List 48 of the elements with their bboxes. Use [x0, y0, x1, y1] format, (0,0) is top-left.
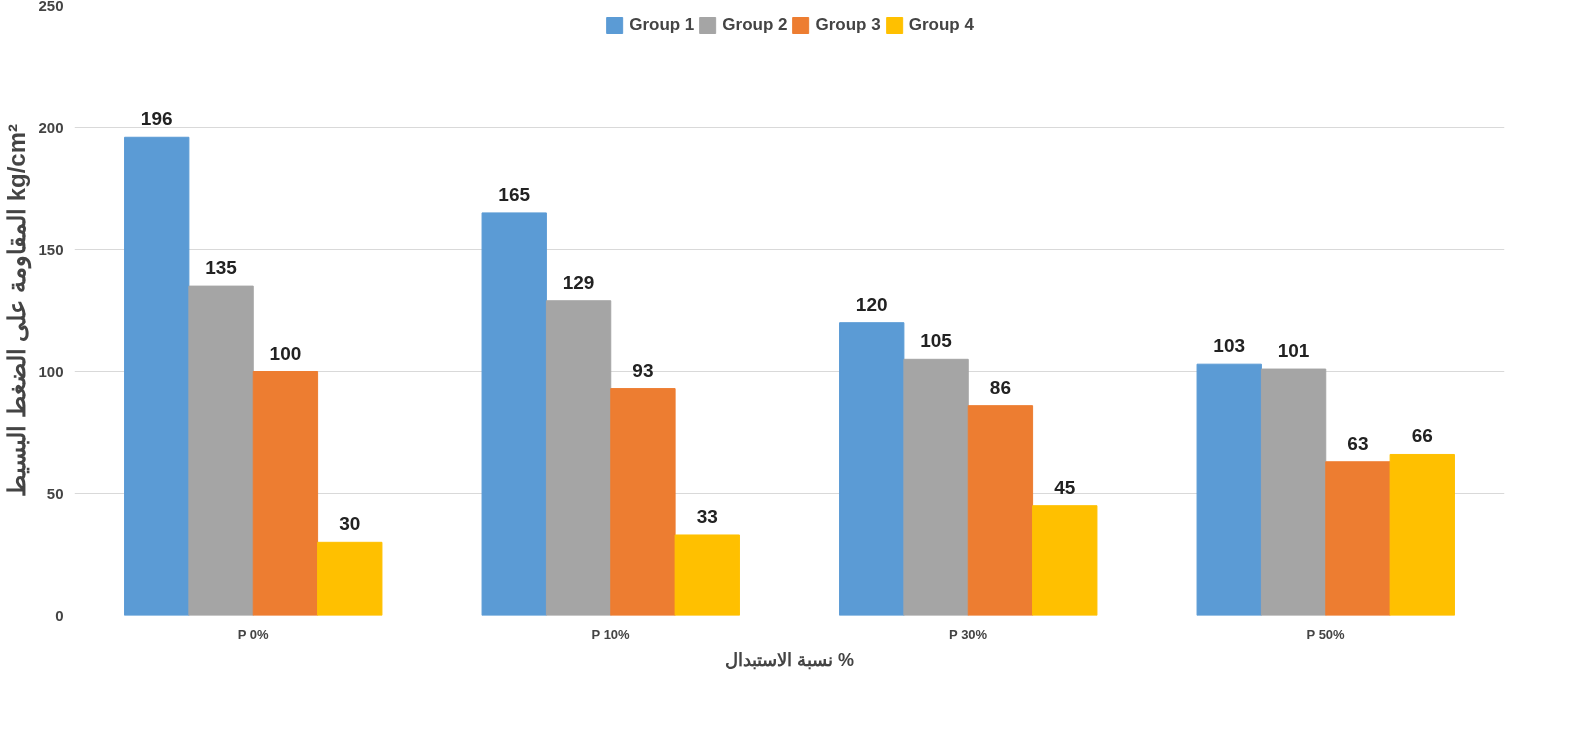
- bar: [545, 300, 612, 616]
- data-label: 135: [205, 257, 238, 279]
- data-label: 86: [989, 376, 1011, 398]
- bar: [674, 534, 740, 616]
- bar: [1196, 363, 1262, 616]
- y-tick-label: 100: [38, 362, 64, 380]
- y-tick-label: 200: [38, 118, 64, 136]
- bar: [903, 358, 969, 616]
- bar: [1325, 461, 1391, 616]
- legend-label: Group 1: [629, 15, 695, 35]
- bar: [252, 371, 319, 616]
- bar: [1032, 505, 1098, 616]
- legend-label: Group 2: [722, 15, 788, 35]
- data-label: 101: [1277, 340, 1310, 362]
- bar: [610, 388, 676, 616]
- data-label: 45: [1054, 476, 1076, 498]
- y-tick-label: 150: [38, 240, 64, 258]
- x-tick-label: P 0%: [237, 626, 269, 642]
- x-tick-label: P 50%: [1306, 626, 1346, 642]
- legend-label: Group 3: [815, 15, 881, 35]
- data-label: 196: [140, 108, 173, 130]
- y-tick-label: 0: [55, 606, 64, 624]
- data-label: 93: [632, 359, 654, 381]
- legend-label: Group 4: [908, 15, 974, 35]
- x-tick-label: P 30%: [949, 626, 988, 642]
- bar: [839, 322, 905, 616]
- data-label: 30: [339, 513, 361, 535]
- bar: [317, 541, 383, 616]
- data-label: 105: [920, 330, 953, 352]
- bar: [1260, 368, 1327, 616]
- data-label: 66: [1411, 425, 1433, 447]
- data-label: 129: [562, 271, 595, 293]
- x-tick-label: P 10%: [591, 626, 631, 642]
- bar: [124, 136, 190, 616]
- y-tick-label: 250: [38, 0, 64, 14]
- y-axis-title: المقاومة على الضغط البسيط kg/cm²: [3, 123, 33, 498]
- data-label: 120: [855, 293, 888, 315]
- bar: [1389, 453, 1455, 616]
- bar: [967, 405, 1034, 616]
- bar: [188, 285, 254, 616]
- x-axis-title: نسبة الاستبدال %: [725, 649, 855, 670]
- y-tick-label: 50: [46, 484, 64, 502]
- data-label: 103: [1213, 335, 1246, 357]
- data-label: 63: [1347, 432, 1369, 454]
- data-label: 100: [269, 342, 302, 364]
- data-label: 33: [696, 505, 718, 527]
- data-label: 165: [498, 183, 531, 205]
- bar: [481, 212, 547, 616]
